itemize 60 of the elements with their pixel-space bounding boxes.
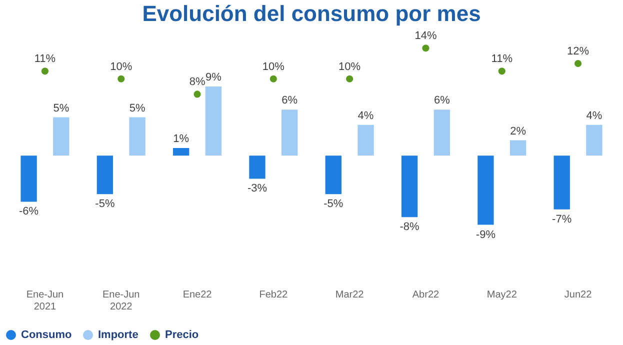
data-label: 4% — [358, 110, 374, 122]
bar — [586, 124, 602, 156]
legend-label: Precio — [165, 329, 199, 341]
bar — [205, 86, 222, 156]
bar — [478, 156, 494, 225]
data-label: 10% — [262, 60, 285, 73]
bar — [510, 140, 526, 156]
bar — [53, 117, 70, 156]
data-label: -9% — [476, 228, 496, 241]
bar — [129, 117, 146, 156]
data-label: 5% — [53, 102, 70, 114]
bar — [325, 156, 342, 194]
data-label: 8% — [189, 76, 206, 88]
data-label: 1% — [173, 132, 190, 145]
point — [346, 75, 354, 82]
data-label: 12% — [567, 45, 590, 58]
x-tick-label: Feb22 — [259, 290, 288, 300]
data-label: 4% — [586, 110, 602, 122]
x-tick-label: Jun22 — [564, 290, 592, 300]
bar — [358, 124, 374, 156]
point — [498, 68, 506, 75]
data-label: -5% — [95, 198, 115, 210]
data-label: -6% — [19, 206, 39, 218]
data-label: 11% — [491, 53, 513, 66]
data-label: 9% — [206, 72, 222, 84]
point — [194, 90, 201, 98]
bar — [20, 156, 37, 202]
point — [422, 44, 430, 52]
data-label: 6% — [282, 94, 298, 107]
legend-label: Consumo — [21, 329, 72, 341]
data-label: -5% — [324, 198, 344, 210]
x-tick-label: Mar22 — [335, 290, 364, 300]
data-label: -8% — [400, 221, 420, 234]
bar — [96, 156, 114, 194]
point — [41, 68, 49, 75]
data-label: 5% — [129, 102, 146, 114]
data-label: 11% — [34, 53, 56, 66]
legend-label: Importe — [98, 329, 138, 341]
x-tick-label: May22 — [486, 290, 518, 300]
x-tick-label: Abr22 — [412, 290, 440, 300]
data-label: 10% — [338, 60, 361, 73]
bar — [282, 110, 298, 156]
data-label: 6% — [434, 94, 450, 107]
point — [270, 75, 277, 82]
point — [574, 60, 582, 68]
bar — [554, 156, 570, 210]
x-tick-label: Ene-Jun 2022 — [102, 290, 140, 312]
data-label: 14% — [414, 30, 437, 42]
data-label: -7% — [552, 213, 572, 226]
x-tick-label: Ene22 — [182, 290, 212, 300]
chart-title: Evolución del consumo por mes — [142, 1, 481, 26]
data-label: 10% — [110, 60, 132, 73]
data-label: 2% — [510, 125, 526, 138]
bar — [249, 156, 266, 179]
data-label: -3% — [247, 182, 268, 195]
bar — [401, 156, 418, 218]
x-tick-label: Ene-Jun 2021 — [26, 290, 64, 312]
bar — [173, 148, 190, 156]
bar — [434, 110, 450, 156]
point — [118, 75, 125, 82]
